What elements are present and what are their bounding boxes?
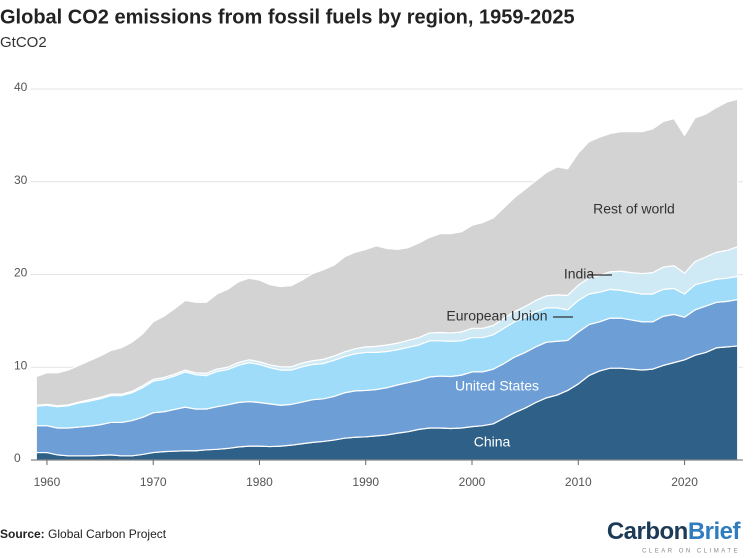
x-tick-label: 2020 [671,475,698,489]
x-tick-label: 1970 [140,475,167,489]
y-tick-label: 0 [14,451,21,465]
labels: China United States European Union India Res… [446,201,674,450]
source: Global Carbon Project [48,527,167,541]
source-label: Source: [0,527,45,541]
axes: 0 10 20 30 40 1960 1970 1980 1990 2000 2010 2020 [14,80,743,489]
x-tick-label: 1960 [34,475,61,489]
series-label: India [564,266,595,282]
series-label: United States [455,378,539,394]
subtitle: GtCO2 [0,34,47,51]
logo: CarbonBrief [607,518,742,545]
logo-tagline: CLEAR ON CLIMATE [642,549,740,555]
x-tick-label: 2000 [459,475,486,489]
areas [35,98,739,461]
x-tick-label: 2010 [565,475,592,489]
logo-part: Carbon [607,518,688,545]
y-tick-label: 10 [14,358,28,372]
series-label: China [474,434,511,450]
series-label: European Union [446,308,547,324]
x-tick-label: 1990 [352,475,379,489]
source-line: Source: Global Carbon Project [0,527,167,541]
y-tick-label: 20 [14,266,28,280]
series-label: Rest of world [593,201,675,217]
y-tick-label: 40 [14,80,28,94]
area [35,98,739,407]
x-tick-label: 1980 [246,475,273,489]
chart-title: Global CO2 emissions from fossil fuels b… [0,6,575,28]
logo-part: Brief [688,518,742,545]
y-tick-label: 30 [14,173,28,187]
